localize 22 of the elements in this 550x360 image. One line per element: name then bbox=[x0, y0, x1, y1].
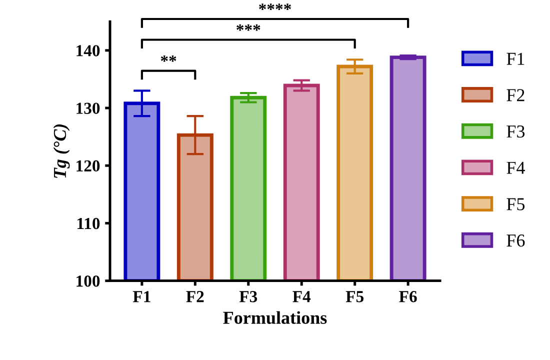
y-tick-label: 140 bbox=[76, 45, 100, 56]
x-tick-label: F5 bbox=[346, 291, 364, 302]
text: **** bbox=[259, 4, 291, 10]
y-tick-label: 100 bbox=[76, 276, 100, 287]
x-tick-label: F3 bbox=[239, 291, 258, 302]
x-tick-label: F4 bbox=[292, 291, 311, 302]
y-tick-label: 120 bbox=[76, 160, 100, 172]
legend-label: F3 bbox=[506, 125, 525, 138]
annotation: ** bbox=[160, 56, 176, 62]
y-axis-title: Tg (°C) bbox=[53, 124, 70, 178]
x-axis-title: Formulations bbox=[223, 311, 327, 324]
legend-label: F5 bbox=[506, 198, 525, 210]
legend-label: F1 bbox=[506, 52, 524, 65]
legend-label: F6 bbox=[506, 234, 525, 247]
x-tick-label: F2 bbox=[186, 291, 204, 302]
x-tick-label: F6 bbox=[399, 291, 417, 302]
y-tick-label: 130 bbox=[76, 102, 100, 114]
legend-label: F2 bbox=[506, 89, 524, 102]
x-tick-label: F1 bbox=[132, 291, 150, 302]
y-tick-label: 110 bbox=[78, 218, 100, 230]
legend-label: F4 bbox=[506, 162, 525, 174]
annotation: *** bbox=[236, 24, 260, 31]
